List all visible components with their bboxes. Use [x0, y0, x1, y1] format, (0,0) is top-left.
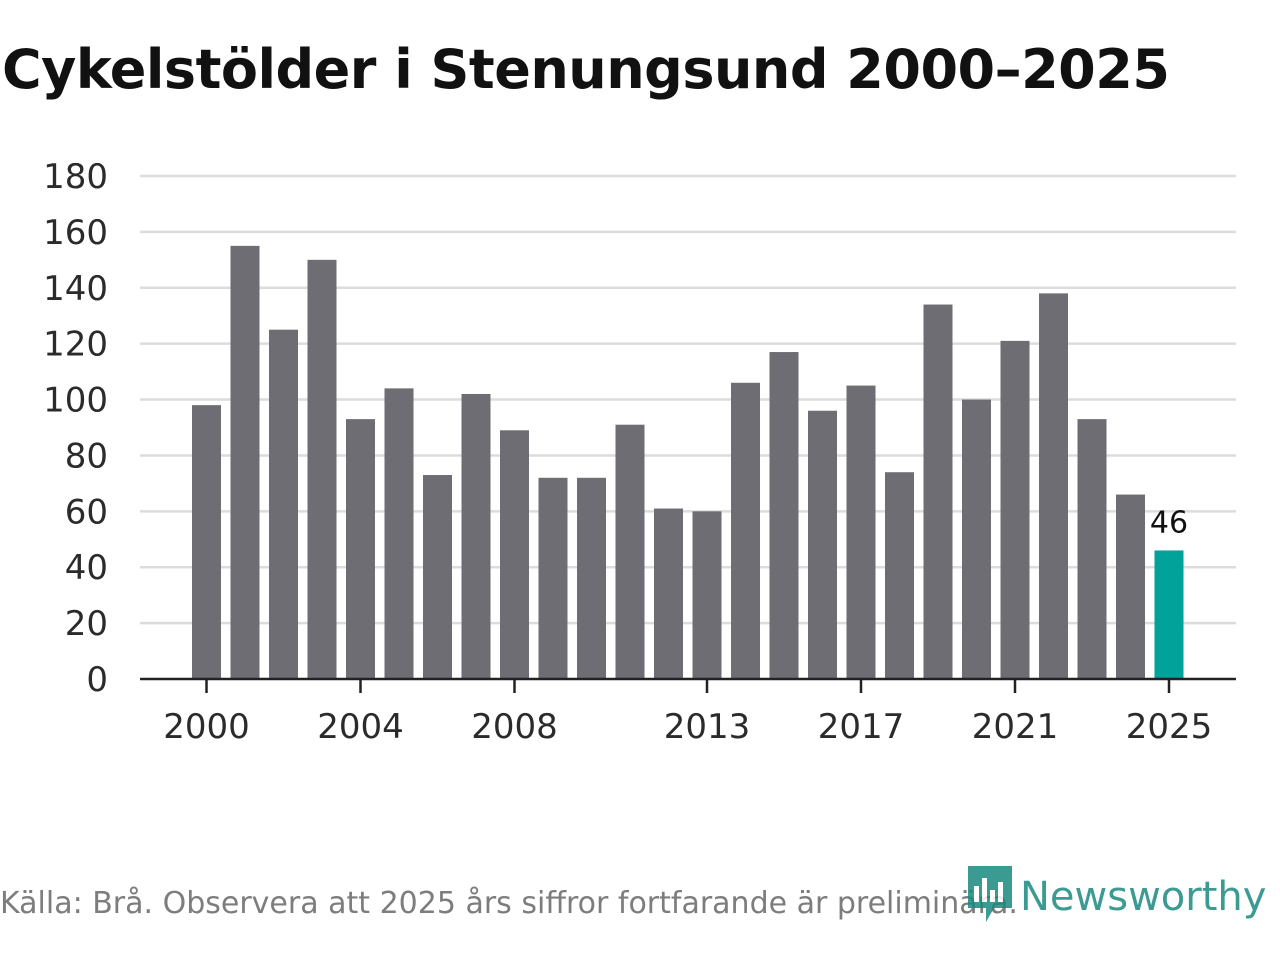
x-tick-label-2017: 2017 — [818, 707, 905, 747]
grid-lines — [140, 174, 1236, 625]
x-tick-label-2000: 2000 — [163, 707, 250, 747]
bar-2024 — [1116, 494, 1145, 679]
brand-logo: Newsworthy — [964, 864, 1266, 930]
bar-2007 — [461, 393, 491, 679]
bar-chart: 0 20 40 60 80 100 120 140 160 180 2000 2004 2008 201… — [43, 157, 1236, 747]
brand-name: Newsworthy — [1020, 874, 1267, 920]
x-tick-label-2004: 2004 — [317, 707, 404, 747]
bar-2010 — [577, 477, 606, 679]
y-tick-label-180: 180 — [43, 157, 108, 197]
bar-2013 — [692, 511, 722, 679]
bar-2001 — [230, 245, 260, 679]
y-tick-label-40: 40 — [65, 548, 108, 588]
source-note: Källa: Brå. Observera att 2025 års siffr… — [0, 886, 1018, 921]
bar-2002 — [269, 329, 298, 679]
bar-2006 — [423, 475, 452, 679]
y-tick-label-80: 80 — [65, 436, 108, 476]
bar-2012 — [654, 508, 683, 679]
bar-2022 — [1039, 293, 1068, 679]
y-tick-label-20: 20 — [65, 604, 108, 644]
bar-2025 — [1154, 550, 1184, 679]
bar-2021 — [1000, 340, 1030, 679]
newsworthy-logo-icon — [964, 864, 1016, 930]
bar-2023 — [1077, 419, 1107, 679]
bar-2011 — [615, 424, 645, 679]
bar-2005 — [384, 388, 414, 679]
y-tick-label-160: 160 — [43, 213, 108, 253]
x-tick-label-2021: 2021 — [972, 707, 1059, 747]
y-tick-label-120: 120 — [43, 325, 108, 365]
x-axis-tick-labels: 2000 2004 2008 2013 2017 2021 2025 — [163, 707, 1212, 747]
data-label-2025: 46 — [1150, 505, 1188, 540]
x-tick-label-2013: 2013 — [664, 707, 751, 747]
chart-title: Cykelstölder i Stenungsund 2000–2025 — [2, 38, 1170, 101]
bar-2019 — [923, 304, 953, 679]
bar-2014 — [731, 382, 760, 679]
bar-2020 — [962, 399, 991, 679]
bar-2004 — [346, 419, 375, 679]
y-tick-label-140: 140 — [43, 269, 108, 309]
x-axis — [140, 677, 1236, 693]
y-tick-label-100: 100 — [43, 381, 108, 421]
bar-2000 — [192, 405, 221, 679]
x-tick-label-2025: 2025 — [1126, 707, 1213, 747]
y-tick-label-0: 0 — [86, 660, 108, 700]
bar-2016 — [808, 410, 837, 679]
bar-2017 — [846, 385, 876, 679]
bar-2008 — [500, 430, 529, 679]
data-labels: 46 — [1150, 505, 1188, 540]
y-tick-label-60: 60 — [65, 492, 108, 532]
bars — [192, 245, 1184, 679]
bar-2009 — [538, 477, 568, 679]
y-axis-tick-labels: 0 20 40 60 80 100 120 140 160 180 — [43, 157, 108, 700]
bar-2018 — [885, 472, 914, 679]
bar-2003 — [307, 259, 337, 679]
x-tick-label-2008: 2008 — [471, 707, 558, 747]
bar-2015 — [769, 352, 799, 679]
